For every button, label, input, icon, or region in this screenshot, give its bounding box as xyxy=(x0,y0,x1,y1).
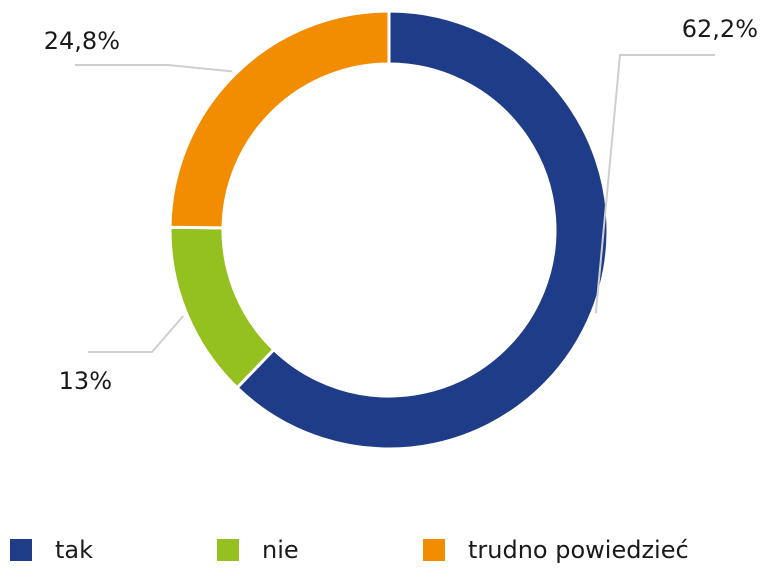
data-label: 24,8% xyxy=(44,27,120,55)
donut-slice xyxy=(168,225,276,390)
legend-label: nie xyxy=(262,536,299,564)
legend-swatch xyxy=(217,539,239,561)
donut-slice xyxy=(234,9,610,451)
data-label: 13% xyxy=(59,367,112,395)
data-label: 62,2% xyxy=(682,15,758,43)
legend-label: trudno powiedzieć xyxy=(468,536,689,564)
donut-slice xyxy=(168,9,391,230)
legend-swatch xyxy=(10,539,32,561)
leader-line xyxy=(594,54,715,314)
leader-line xyxy=(75,64,233,73)
leader-line xyxy=(88,315,184,353)
legend-swatch xyxy=(423,539,445,561)
legend-label: tak xyxy=(55,536,93,564)
